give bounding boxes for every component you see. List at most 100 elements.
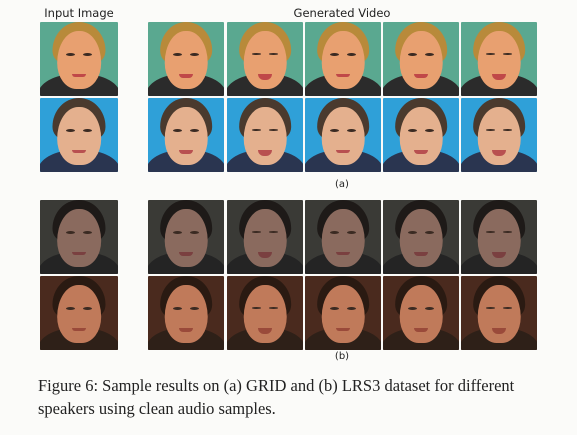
face (57, 30, 101, 89)
generated-frame-2-grid-speaker-1 (227, 22, 303, 96)
right-eye (425, 53, 434, 57)
left-eye (251, 129, 261, 131)
generated-frame-5-lrs3-speaker-2 (461, 276, 537, 350)
face (321, 106, 365, 165)
mouth (72, 327, 86, 331)
left-eye (172, 53, 182, 57)
left-eye (172, 307, 182, 311)
generated-frame-3-grid-speaker-2 (305, 98, 381, 172)
face (243, 30, 287, 89)
left-eye (251, 231, 261, 233)
left-eye (65, 53, 75, 57)
right-eye (347, 129, 356, 133)
face (164, 208, 208, 267)
right-eye (269, 231, 278, 233)
face (164, 284, 208, 343)
mouth (336, 73, 350, 77)
right-eye (190, 129, 199, 133)
face (243, 208, 287, 267)
generated-frame-2-grid-speaker-2 (227, 98, 303, 172)
mouth (414, 327, 428, 333)
face (57, 106, 101, 165)
generated-frame-1-lrs3-speaker-2 (148, 276, 224, 350)
mouth (414, 251, 428, 257)
face (321, 284, 365, 343)
mouth (414, 73, 428, 79)
mouth (179, 327, 193, 333)
generated-frame-4-lrs3-speaker-2 (383, 276, 459, 350)
face (399, 208, 443, 267)
face (399, 106, 443, 165)
left-eye (329, 307, 339, 311)
left-eye (251, 307, 261, 309)
mouth (258, 149, 272, 156)
left-eye (329, 231, 339, 235)
generated-frame-2-lrs3-speaker-2 (227, 276, 303, 350)
right-eye (347, 307, 356, 311)
right-eye (83, 307, 93, 311)
left-eye (65, 129, 75, 133)
left-eye (65, 231, 75, 235)
left-eye (407, 307, 417, 311)
subfigure-label-a: (a) (335, 179, 349, 190)
face (57, 208, 101, 267)
right-eye (347, 231, 356, 235)
left-eye (251, 53, 261, 55)
mouth (336, 149, 350, 153)
face (477, 30, 521, 89)
left-eye (172, 231, 182, 235)
input-image-grid-speaker-2 (40, 98, 118, 172)
figure-caption: Figure 6: Sample results on (a) GRID and… (38, 376, 515, 418)
face (164, 106, 208, 165)
mouth (414, 149, 428, 155)
mouth (336, 251, 350, 255)
mouth (72, 149, 86, 153)
right-eye (190, 307, 199, 311)
right-eye (503, 231, 512, 233)
mouth (258, 251, 272, 258)
mouth (179, 73, 193, 79)
generated-frame-5-grid-speaker-2 (461, 98, 537, 172)
right-eye (269, 129, 278, 131)
mouth (72, 251, 86, 255)
mouth (72, 73, 86, 77)
face (399, 30, 443, 89)
input-image-lrs3-speaker-1 (40, 200, 118, 274)
face (321, 30, 365, 89)
face (477, 284, 521, 343)
generated-frame-3-lrs3-speaker-1 (305, 200, 381, 274)
generated-frame-3-lrs3-speaker-2 (305, 276, 381, 350)
generated-frame-4-lrs3-speaker-1 (383, 200, 459, 274)
face (243, 284, 287, 343)
generated-frame-1-lrs3-speaker-1 (148, 200, 224, 274)
right-eye (83, 231, 93, 235)
generated-frame-4-grid-speaker-2 (383, 98, 459, 172)
left-eye (485, 129, 495, 131)
input-image-lrs3-speaker-2 (40, 276, 118, 350)
face (321, 208, 365, 267)
generated-frame-5-grid-speaker-1 (461, 22, 537, 96)
right-eye (83, 129, 93, 133)
left-eye (407, 53, 417, 57)
mouth (492, 251, 506, 258)
generated-frame-1-grid-speaker-1 (148, 22, 224, 96)
generated-frame-2-lrs3-speaker-1 (227, 200, 303, 274)
face (243, 106, 287, 165)
generated-frame-1-grid-speaker-2 (148, 98, 224, 172)
face (57, 284, 101, 343)
generated-video-header: Generated Video (293, 6, 391, 20)
mouth (258, 327, 272, 334)
mouth (492, 327, 506, 334)
mouth (179, 251, 193, 257)
left-eye (329, 53, 339, 57)
generated-frame-4-grid-speaker-1 (383, 22, 459, 96)
right-eye (190, 53, 199, 57)
mouth (492, 73, 506, 80)
subfigure-label-b: (b) (334, 351, 350, 362)
right-eye (425, 307, 434, 311)
right-eye (425, 129, 434, 133)
right-eye (190, 231, 199, 235)
generated-frame-5-lrs3-speaker-1 (461, 200, 537, 274)
face (399, 284, 443, 343)
left-eye (485, 231, 495, 233)
